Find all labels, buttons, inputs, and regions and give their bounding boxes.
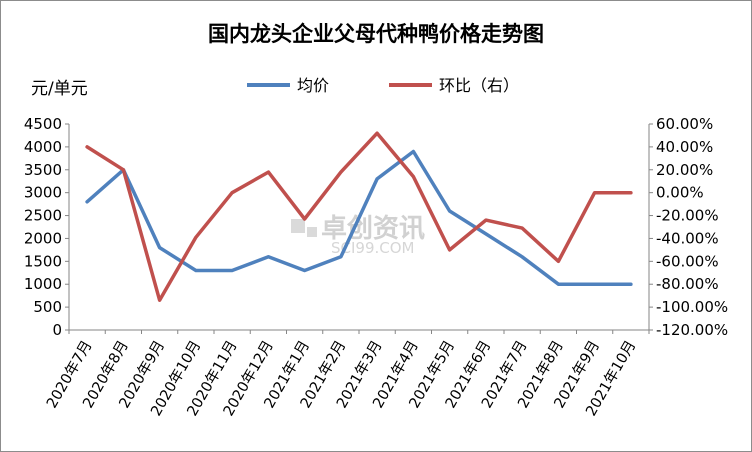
- y-tick-label: 500: [33, 298, 62, 316]
- legend-label: 均价: [297, 76, 329, 95]
- watermark-text: 卓创资讯: [321, 214, 425, 244]
- y2-tick-label: 0.00%: [656, 184, 704, 202]
- y2-tick-label: -40.00%: [656, 229, 719, 247]
- watermark-logo-block-icon: [307, 227, 317, 237]
- watermark-logo-icon: [291, 219, 305, 233]
- y2-tick-label: -100.00%: [656, 298, 728, 316]
- axes: 0 500 1000 1500 2000 2500 3000 3500 4000 4500 60.0…: [24, 115, 728, 419]
- y2-tick-label: -20.00%: [656, 207, 719, 225]
- y-tick-label: 3500: [24, 161, 62, 179]
- y-tick-label: 1000: [24, 275, 62, 293]
- legend-label: 环比（右）: [439, 76, 519, 95]
- y-tick-label: 2000: [24, 229, 62, 247]
- y2-tick-label: -60.00%: [656, 252, 719, 270]
- y-tick-label: 0: [52, 321, 62, 339]
- y2-tick-label: -80.00%: [656, 275, 719, 293]
- y2-tick-label: 40.00%: [656, 138, 713, 156]
- y-tick-label: 3000: [24, 184, 62, 202]
- watermark-sub-text: SCI99.COM: [331, 239, 415, 257]
- series-lines: [85, 131, 633, 302]
- y2-tick-label: 20.00%: [656, 161, 713, 179]
- chart-title: 国内龙头企业父母代种鸭价格走势图: [208, 22, 544, 46]
- y-tick-label: 4000: [24, 138, 62, 156]
- y2-tick-label: -120.00%: [656, 321, 728, 339]
- y2-tick-label: 60.00%: [656, 115, 713, 133]
- series-line-avg-price: [85, 149, 633, 286]
- y-tick-label: 4500: [24, 115, 62, 133]
- y-axis-unit-label: 元/单元: [31, 79, 88, 99]
- series-line-mom-change: [85, 131, 633, 302]
- legend: 均价 环比（右）: [247, 76, 519, 95]
- y-tick-label: 1500: [24, 252, 62, 270]
- watermark: 卓创资讯 SCI99.COM: [291, 214, 425, 257]
- y-tick-label: 2500: [24, 207, 62, 225]
